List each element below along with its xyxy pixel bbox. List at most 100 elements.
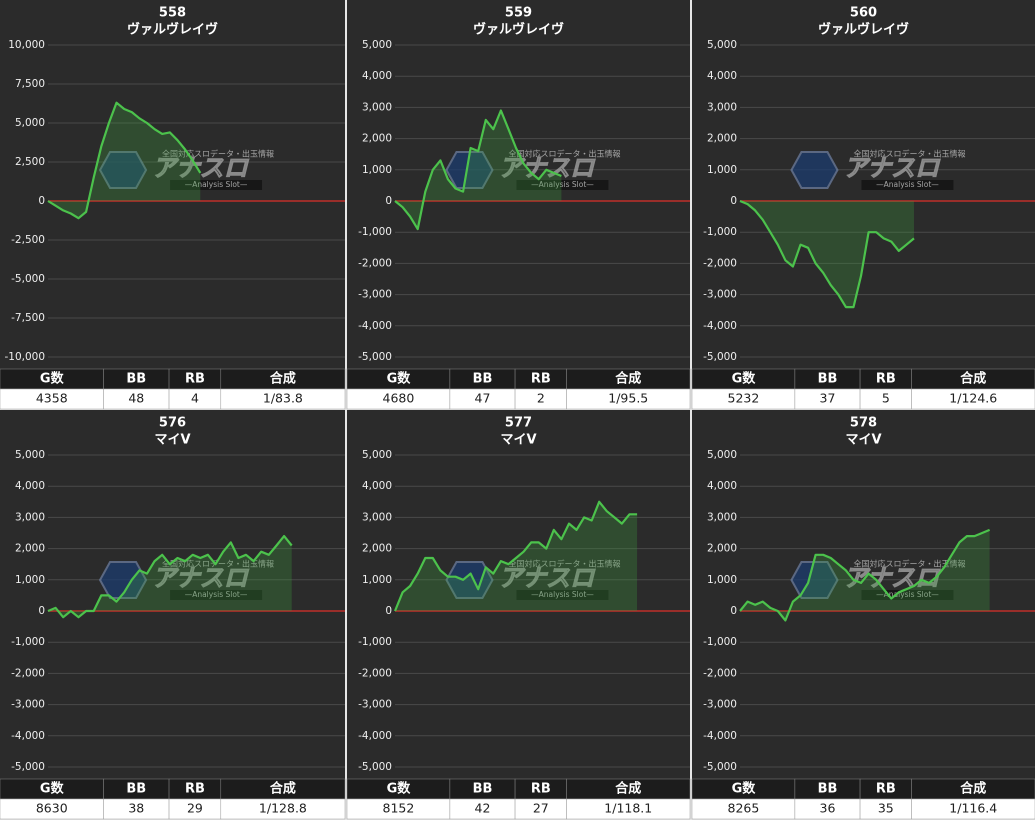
table-value: 4358 — [36, 391, 68, 406]
stats-table: G数 8630 BB 38 RB 29 合成 1/128.8 — [0, 778, 346, 820]
table-value: 36 — [820, 801, 836, 816]
table-header: BB — [473, 782, 493, 797]
table-cell — [566, 798, 691, 820]
y-tick-label: 10,000 — [8, 39, 45, 51]
y-tick-label: -10,000 — [4, 351, 45, 363]
table-cell — [566, 388, 691, 410]
y-tick-label: -1,000 — [703, 636, 737, 648]
watermark-emblem — [98, 561, 148, 599]
chart-subtitle: ヴァルヴレイヴ — [127, 22, 218, 38]
line — [394, 109, 562, 231]
table-cell — [220, 388, 346, 410]
y-tick-label: -1,000 — [358, 226, 392, 238]
y-tick-label: 4,000 — [362, 480, 392, 492]
watermark-caption: 全国対応スロデータ・出玉情報 — [162, 149, 274, 159]
chart-title: 578 — [850, 416, 877, 431]
chart-title: 576 — [159, 416, 186, 431]
y-tick-label: 4,000 — [362, 70, 392, 82]
watermark-logo: アナスロ — [843, 154, 941, 182]
area — [48, 536, 292, 618]
y-tick-label: 1,000 — [707, 574, 737, 586]
y-tick-label: -4,000 — [358, 320, 392, 332]
y-tick-label: 3,000 — [362, 511, 392, 523]
line — [393, 500, 638, 612]
watermark-logo: アナスロ — [843, 564, 941, 592]
y-tick-label: -2,000 — [11, 667, 45, 679]
area — [48, 102, 201, 219]
watermark-emblem — [790, 561, 839, 599]
table-value: 1/95.5 — [608, 391, 648, 406]
y-tick-label: 0 — [38, 195, 45, 207]
y-tick-label: -3,000 — [703, 289, 737, 301]
line — [739, 199, 915, 309]
y-tick-label: -3,000 — [703, 699, 737, 711]
watermark-caption: 全国対応スロデータ・出玉情報 — [853, 559, 965, 569]
table-value: 48 — [128, 391, 144, 406]
table-value: 4680 — [383, 391, 415, 406]
y-tick-label: 2,000 — [707, 543, 737, 555]
y-tick-label: -4,000 — [703, 320, 737, 332]
watermark-caption: 全国対応スロデータ・出玉情報 — [853, 149, 965, 159]
watermark-logo: アナスロ — [152, 564, 250, 592]
y-tick-label: 4,000 — [707, 480, 737, 492]
watermark-tagline: —Analysis Slot— — [876, 590, 939, 599]
table-value: 47 — [475, 391, 491, 406]
table-cell — [911, 798, 1035, 820]
y-tick-label: -3,000 — [358, 699, 392, 711]
table-header: 合成 — [960, 371, 986, 387]
table-header: 合成 — [615, 781, 641, 797]
y-tick-label: -2,000 — [358, 257, 392, 269]
table-value: 2 — [537, 391, 545, 406]
chart-title: 560 — [850, 6, 877, 21]
watermark-tagline: —Analysis Slot— — [531, 180, 594, 189]
table-cell — [911, 388, 1035, 410]
watermark-bar — [516, 180, 609, 190]
y-tick-label: 1,000 — [362, 164, 392, 176]
y-tick-label: 2,500 — [15, 156, 45, 168]
watermark-emblem — [98, 151, 148, 189]
y-tick-label: 0 — [730, 605, 737, 617]
y-tick-label: 5,000 — [362, 39, 392, 51]
table-value: 1/124.6 — [949, 391, 997, 406]
table-header: RB — [531, 372, 551, 387]
table-value: 5 — [882, 391, 890, 406]
table-value: 5232 — [728, 391, 760, 406]
y-tick-label: -5,000 — [703, 761, 737, 773]
table-value: 8265 — [728, 801, 760, 816]
area — [740, 201, 914, 308]
y-tick-label: 4,000 — [15, 480, 45, 492]
y-tick-label: -1,000 — [11, 636, 45, 648]
chart-subtitle: ヴァルヴレイヴ — [473, 22, 564, 38]
y-tick-label: 0 — [385, 605, 392, 617]
table-header: RB — [876, 372, 896, 387]
y-tick-label: -5,000 — [11, 761, 45, 773]
area — [740, 529, 990, 621]
watermark-emblem — [790, 151, 839, 189]
y-tick-label: 1,000 — [362, 574, 392, 586]
y-tick-label: 5,000 — [707, 449, 737, 461]
chart-title: 577 — [505, 416, 532, 431]
y-tick-label: -7,500 — [11, 312, 45, 324]
y-tick-label: 5,000 — [707, 39, 737, 51]
watermark-bar — [861, 180, 954, 190]
table-header: 合成 — [960, 781, 986, 797]
table-value: 35 — [878, 801, 894, 816]
line — [47, 101, 202, 220]
table-header: G数 — [732, 371, 757, 387]
y-tick-label: 3,000 — [707, 511, 737, 523]
watermark-tagline: —Analysis Slot— — [185, 180, 248, 189]
panel: 578 マイV -5,000 -4,000 -3,000 -2,000 -1,000 0 1,0… — [691, 410, 1035, 820]
y-tick-label: -4,000 — [11, 730, 45, 742]
y-tick-label: -2,500 — [11, 234, 45, 246]
table-value: 1/116.4 — [949, 801, 997, 816]
y-tick-label: -3,000 — [358, 289, 392, 301]
watermark-bar — [516, 590, 609, 600]
y-tick-label: -2,000 — [703, 257, 737, 269]
